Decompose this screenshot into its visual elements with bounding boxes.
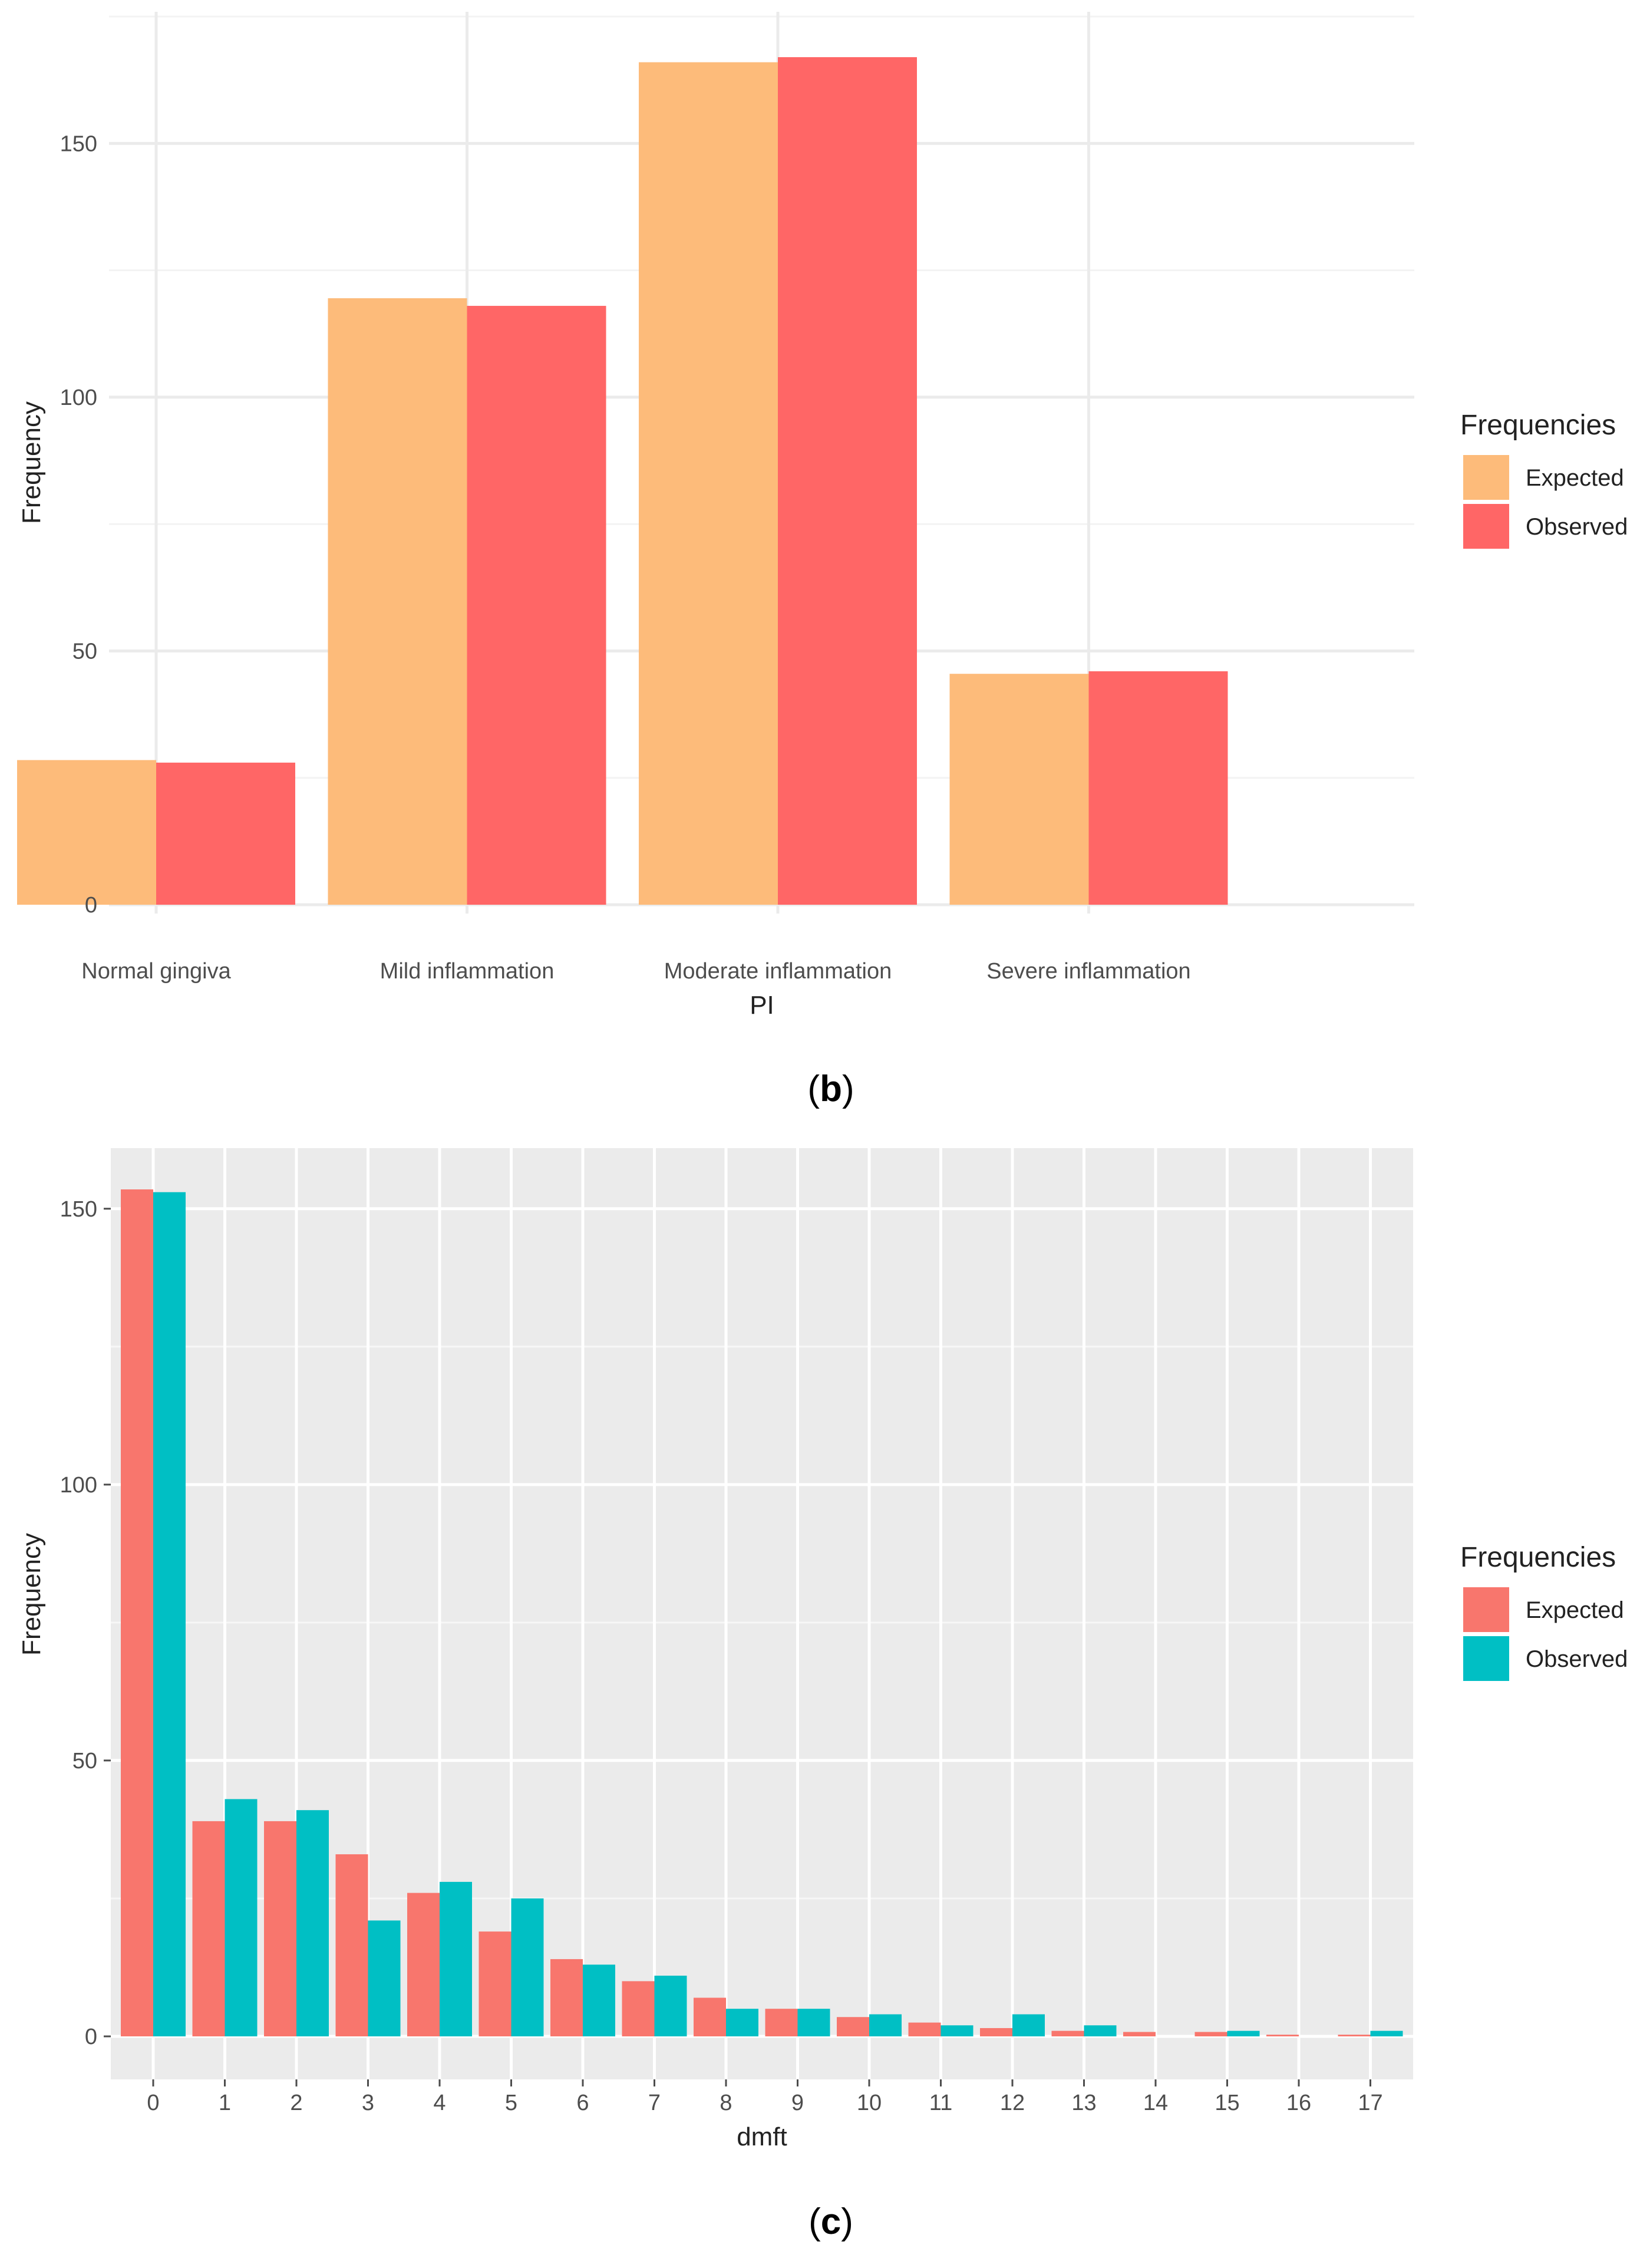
- bar-expected-1: [192, 1821, 225, 2036]
- bar-expected-mild-inflammation: [328, 298, 467, 905]
- y-tick-label: 0: [85, 893, 97, 918]
- bar-observed-13: [1084, 2025, 1117, 2036]
- bar-observed-7: [654, 1976, 687, 2036]
- chart-b: 0 50 100 150 Normal gingiva Mild inflammatio…: [17, 12, 1628, 1109]
- bar-expected-normal-gingiva: [17, 760, 156, 905]
- chart-c-legend-title: Frequencies: [1460, 1542, 1616, 1573]
- chart-c-x-axis-label: dmft: [737, 2122, 787, 2151]
- y-tick-label: 150: [60, 1197, 97, 1222]
- x-tick-label: 10: [857, 2091, 882, 2115]
- chart-c-y-axis-label: Frequency: [17, 1533, 46, 1656]
- x-tick-label: 15: [1215, 2091, 1239, 2115]
- chart-b-y-tick-labels: 0 50 100 150: [60, 131, 97, 918]
- bar-expected-10: [837, 2017, 869, 2036]
- bar-expected-11: [908, 2022, 941, 2036]
- bar-observed-11: [940, 2025, 974, 2036]
- bar-observed-5: [511, 1898, 544, 2036]
- chart-c-legend: Frequencies Expected Observed: [1460, 1542, 1628, 1681]
- chart-c-x-tick-labels: 0 1 2 3 4 5 6 7 8 9 10 11 12 13 14 15 16 17: [147, 2079, 1383, 2115]
- bar-expected-3: [335, 1854, 368, 2036]
- y-tick-label: 100: [60, 1473, 97, 1498]
- bar-expected-moderate-inflammation: [639, 62, 778, 905]
- bar-expected-4: [407, 1893, 440, 2036]
- bar-expected-0: [121, 1189, 153, 2036]
- x-tick-label: 1: [219, 2091, 231, 2115]
- chart-b-panel-label: (b): [807, 1069, 854, 1109]
- bar-observed-3: [368, 1920, 401, 2036]
- x-tick-label: 14: [1143, 2091, 1168, 2115]
- bar-observed-2: [296, 1810, 329, 2036]
- chart-b-bars: [17, 57, 1228, 905]
- x-tick-label: 7: [648, 2091, 661, 2115]
- x-tick-label: 12: [1000, 2091, 1025, 2115]
- bar-observed-moderate-inflammation: [778, 57, 917, 905]
- bar-expected-16: [1266, 2035, 1299, 2036]
- x-tick-label: Moderate inflammation: [664, 959, 892, 984]
- chart-b-legend-title: Frequencies: [1460, 410, 1616, 441]
- legend-key-observed: [1463, 1636, 1509, 1681]
- chart-c-y-tick-labels: 0 50 100 150: [60, 1197, 111, 2049]
- bar-observed-15: [1227, 2030, 1260, 2036]
- legend-label-expected: Expected: [1526, 465, 1624, 491]
- x-tick-label: 8: [720, 2091, 732, 2115]
- chart-b-legend: Frequencies Expected Observed: [1460, 410, 1628, 549]
- chart-b-y-axis-label: Frequency: [17, 401, 46, 524]
- legend-label-observed: Observed: [1526, 514, 1628, 540]
- y-tick-label: 0: [85, 2025, 97, 2049]
- x-tick-label: Normal gingiva: [81, 959, 231, 984]
- x-tick-label: 13: [1071, 2091, 1096, 2115]
- x-tick-label: 11: [929, 2091, 952, 2115]
- bar-observed-4: [440, 1881, 472, 2036]
- x-tick-label: 6: [576, 2091, 589, 2115]
- x-tick-label: 4: [433, 2091, 446, 2115]
- x-tick-label: 2: [290, 2091, 302, 2115]
- bar-observed-17: [1370, 2030, 1403, 2036]
- bar-expected-9: [765, 2009, 798, 2036]
- bar-observed-8: [726, 2009, 758, 2036]
- x-tick-label: 17: [1358, 2091, 1382, 2115]
- bar-expected-2: [264, 1821, 296, 2036]
- bar-observed-0: [153, 1192, 186, 2036]
- legend-label-observed: Observed: [1526, 1646, 1628, 1672]
- x-tick-label: 16: [1286, 2091, 1311, 2115]
- legend-key-expected: [1463, 455, 1509, 500]
- chart-b-x-axis-label: PI: [750, 991, 774, 1020]
- bar-expected-6: [550, 1959, 583, 2036]
- chart-b-x-tick-labels: Normal gingiva Mild inflammation Moderate …: [81, 959, 1190, 984]
- chart-c-bars: [121, 1189, 1403, 2036]
- x-tick-label: 3: [362, 2091, 374, 2115]
- y-tick-label: 50: [72, 1749, 97, 1773]
- bar-observed-1: [225, 1799, 258, 2036]
- bar-observed-12: [1012, 2014, 1045, 2036]
- legend-key-observed: [1463, 504, 1509, 549]
- bar-expected-15: [1194, 2032, 1227, 2036]
- x-tick-label: 5: [505, 2091, 517, 2115]
- chart-c-panel-label: (c): [808, 2201, 853, 2242]
- bar-observed-normal-gingiva: [156, 762, 295, 905]
- y-tick-label: 150: [60, 131, 97, 156]
- x-tick-label: Mild inflammation: [380, 959, 555, 984]
- bar-expected-13: [1051, 2030, 1084, 2036]
- bar-observed-6: [583, 1964, 615, 2036]
- bar-expected-17: [1338, 2035, 1371, 2036]
- x-tick-label: Severe inflammation: [986, 959, 1190, 984]
- x-tick-label: 0: [147, 2091, 159, 2115]
- x-tick-label: 9: [791, 2091, 804, 2115]
- legend-key-expected: [1463, 1587, 1509, 1632]
- bar-expected-7: [622, 1981, 655, 2036]
- bar-observed-severe-inflammation: [1088, 671, 1228, 905]
- bar-observed-9: [797, 2009, 830, 2036]
- bar-expected-5: [478, 1931, 512, 2036]
- bar-expected-14: [1123, 2032, 1156, 2036]
- bar-expected-8: [694, 1997, 726, 2036]
- legend-label-expected: Expected: [1526, 1597, 1624, 1623]
- y-tick-label: 50: [72, 639, 97, 664]
- bar-observed-10: [869, 2014, 902, 2036]
- bar-expected-severe-inflammation: [949, 674, 1089, 905]
- bar-expected-12: [980, 2028, 1012, 2036]
- y-tick-label: 100: [60, 385, 97, 410]
- bar-observed-mild-inflammation: [467, 305, 606, 905]
